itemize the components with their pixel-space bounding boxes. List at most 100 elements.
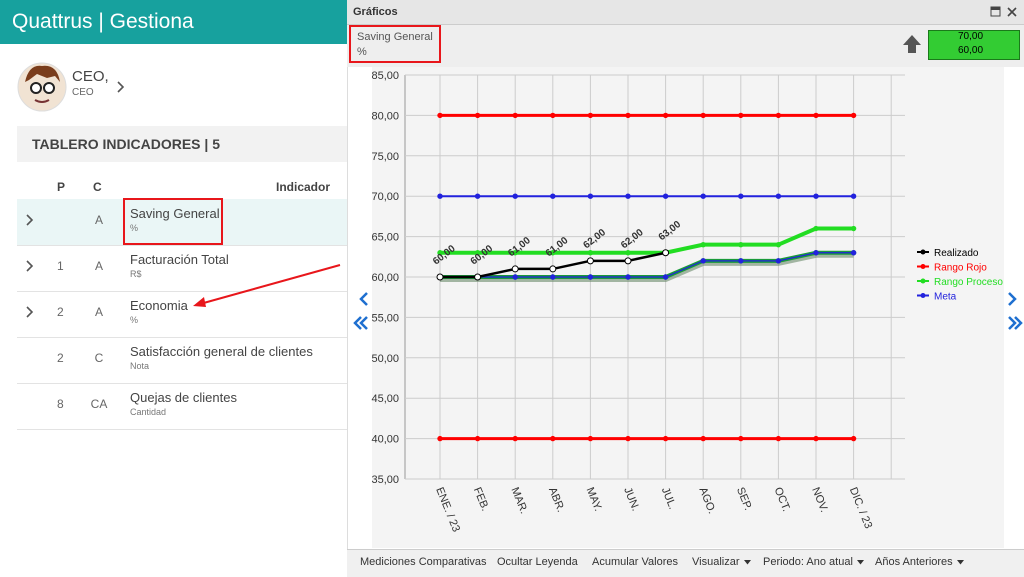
col-header: C (93, 180, 102, 194)
data-point (587, 250, 594, 256)
toolbar-button[interactable]: Ocultar Leyenda (497, 556, 578, 568)
y-tick-label: 35,00 (371, 474, 399, 486)
data-point (625, 435, 631, 442)
data-point (586, 257, 594, 265)
data-point (474, 273, 482, 281)
data-point (474, 112, 481, 119)
row-name: Saving General (130, 206, 220, 221)
badge (928, 30, 1020, 60)
data-point (474, 193, 481, 199)
avatar (17, 62, 67, 112)
board-row[interactable]: 1 A Facturación Total R$ (17, 245, 347, 292)
data-point (549, 265, 557, 273)
legend-swatch-dot (920, 264, 926, 269)
toolbar-button[interactable]: Mediciones Comparativas (360, 556, 487, 568)
data-point (813, 112, 819, 119)
data-point (625, 274, 631, 280)
data-point (775, 241, 782, 248)
row-unit: % (130, 223, 139, 233)
data-point (624, 257, 632, 265)
toolbar-button[interactable]: Periodo: Ano atual (763, 556, 864, 568)
row-name: Satisfacción general de clientes (130, 344, 313, 359)
panel-header (347, 0, 1024, 25)
data-point (662, 274, 669, 280)
data-point (587, 435, 594, 442)
data-point (700, 435, 706, 442)
expand-chevron (26, 214, 34, 229)
row-p: 2 (57, 305, 64, 319)
data-point (550, 250, 556, 256)
data-point (587, 193, 594, 199)
user-name: CEO, (72, 68, 109, 85)
col-header: Indicador (276, 180, 331, 194)
y-tick-label: 80,00 (371, 110, 399, 122)
user-menu-chevron[interactable] (116, 80, 126, 94)
data-point (662, 112, 669, 119)
panel-title: Gráficos (353, 6, 398, 18)
y-tick-label: 70,00 (371, 191, 399, 203)
data-point (625, 250, 631, 256)
data-point (850, 193, 857, 199)
data-point (512, 250, 518, 256)
data-point (813, 435, 819, 442)
toolbar-button[interactable]: Acumular Valores (592, 556, 678, 568)
row-c: A (94, 305, 103, 319)
y-tick-label: 45,00 (371, 393, 399, 405)
toolbar-button[interactable]: Visualizar (692, 556, 751, 568)
board-row[interactable]: A Saving General% (17, 199, 347, 246)
row-p: 8 (57, 397, 64, 411)
board-header (17, 126, 347, 162)
trend-arrow (903, 35, 921, 53)
legend-label: Meta (934, 292, 957, 303)
row-name: Economia (130, 298, 188, 313)
row-c: CA (90, 397, 108, 411)
toolbar (347, 549, 1024, 577)
row-c: C (94, 351, 104, 365)
y-tick-label: 75,00 (371, 151, 399, 163)
y-tick-label: 60,00 (371, 272, 399, 284)
data-point (437, 435, 443, 442)
data-point (850, 250, 857, 256)
data-point (775, 193, 782, 199)
next-button[interactable] (1008, 292, 1023, 330)
board-row[interactable]: 2 C Satisfacción general de clientes Nota (17, 337, 347, 384)
row-unit: R$ (130, 269, 142, 279)
data-point (775, 112, 782, 119)
data-point (550, 112, 556, 119)
badge-value: 70,00 (958, 31, 984, 42)
series-line (440, 226, 854, 255)
row-name: Quejas de clientes (130, 390, 237, 405)
data-point (625, 193, 631, 199)
dropdown-caret (743, 556, 751, 568)
data-point (474, 250, 481, 256)
data-point (512, 274, 518, 280)
data-point (550, 193, 556, 199)
board-row[interactable]: 8 CA Quejas de clientes Cantidad (17, 383, 347, 430)
legend-label: Rango Rojo (934, 263, 987, 274)
data-point (700, 112, 706, 119)
row-unit: Cantidad (130, 407, 167, 417)
data-point (662, 249, 670, 257)
data-point (775, 435, 782, 442)
y-tick-label: 65,00 (371, 232, 399, 244)
y-tick-label: 55,00 (371, 312, 399, 324)
data-point (437, 112, 443, 119)
y-tick-label: 50,00 (371, 353, 399, 365)
toolbar-button[interactable]: Años Anteriores (875, 556, 964, 568)
chart-area (372, 67, 1004, 548)
prev-button[interactable] (353, 292, 368, 330)
data-point (587, 112, 594, 119)
data-point (700, 241, 706, 248)
data-point (813, 193, 819, 199)
data-point (738, 258, 744, 264)
data-point (474, 435, 481, 442)
data-point (850, 225, 857, 232)
data-point (587, 274, 594, 280)
data-point (511, 265, 519, 273)
dropdown-caret (956, 556, 964, 568)
data-point (662, 435, 669, 442)
data-point (437, 193, 443, 199)
data-point (813, 250, 819, 256)
board-row[interactable]: 2 A Economia% (17, 291, 347, 338)
window-controls[interactable] (990, 6, 1020, 18)
